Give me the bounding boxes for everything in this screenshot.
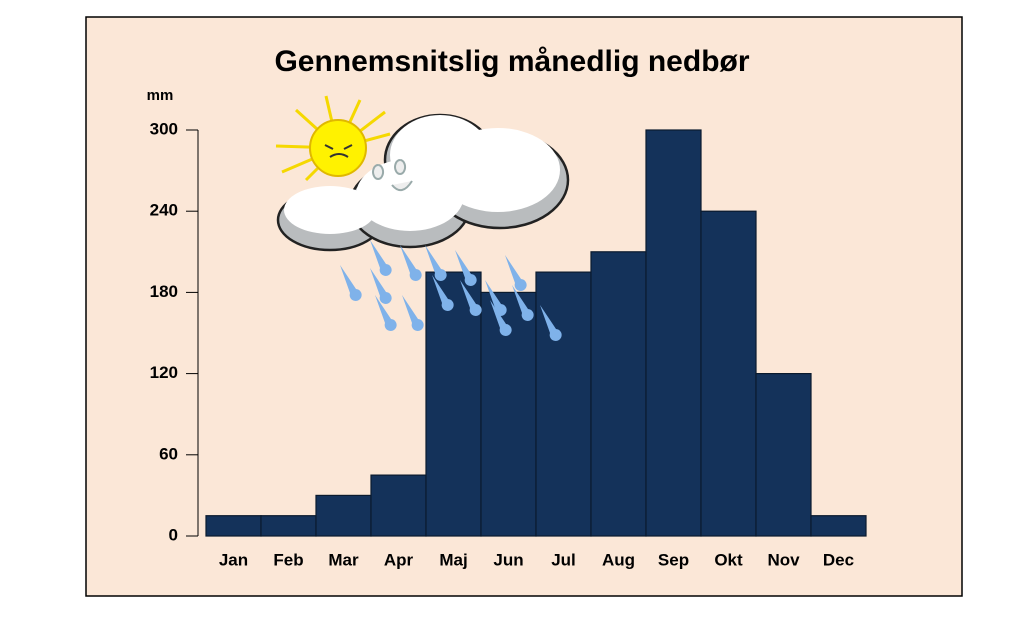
bar: [370, 474, 427, 537]
y-tick-label: 60: [159, 444, 178, 463]
bar: [645, 129, 702, 537]
y-tick-label: 300: [150, 119, 178, 138]
bar: [315, 494, 372, 537]
y-tick-label: 0: [169, 525, 178, 544]
weather-illustration: [275, 95, 570, 341]
x-tick-label: Sep: [658, 550, 689, 569]
bar: [700, 210, 757, 537]
bar: [590, 251, 647, 537]
chart-title: Gennemsnitslig månedlig nedbør: [274, 45, 749, 78]
bar: [205, 515, 262, 537]
x-tick-label: Jul: [551, 550, 576, 569]
x-tick-label: Okt: [714, 550, 743, 569]
bar: [260, 515, 317, 537]
cloud-face: [372, 159, 413, 192]
y-tick-label: 180: [150, 282, 178, 301]
x-tick-label: Dec: [823, 550, 854, 569]
x-tick-label: Jun: [493, 550, 523, 569]
y-axis-label: mm: [147, 87, 174, 104]
bar: [425, 271, 482, 537]
x-tick-label: Maj: [439, 550, 467, 569]
y-tick-label: 120: [150, 363, 178, 382]
x-tick-label: Jan: [219, 550, 248, 569]
x-tick-label: Aug: [602, 550, 635, 569]
raindrops: [340, 240, 562, 341]
cloud: [284, 115, 560, 234]
y-tick-label: 240: [150, 201, 178, 220]
sun-face: [324, 144, 353, 158]
x-tick-label: Mar: [328, 550, 359, 569]
bar: [810, 515, 867, 537]
x-tick-label: Feb: [273, 550, 303, 569]
sun: [309, 119, 367, 177]
bar: [755, 373, 812, 537]
x-tick-label: Nov: [767, 550, 800, 569]
x-tick-label: Apr: [384, 550, 414, 569]
